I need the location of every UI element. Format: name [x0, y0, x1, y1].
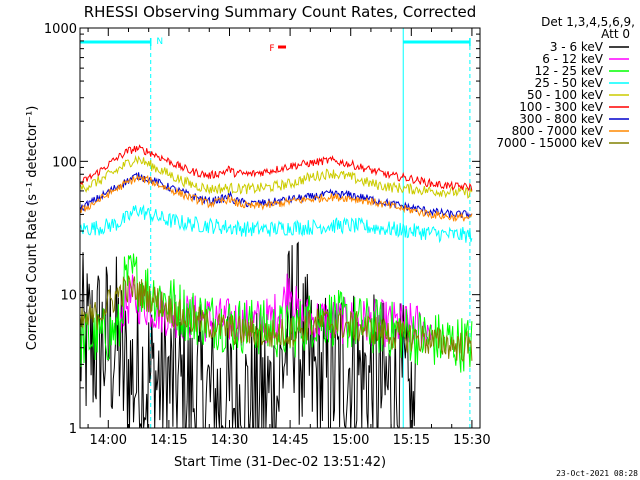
x-tick-label: 14:00: [90, 433, 127, 448]
legend-entry-label: 12 - 25 keV: [535, 64, 604, 78]
plot-frame: [79, 27, 481, 429]
series-line: [79, 173, 473, 222]
legend-entry-label: 300 - 800 keV: [519, 112, 603, 126]
chart-title: RHESSI Observing Summary Count Rates, Co…: [84, 3, 477, 21]
legend-entry-label: 50 - 100 keV: [527, 88, 604, 102]
x-tick-label: 15:00: [332, 433, 369, 448]
legend-entry-label: 100 - 300 keV: [519, 100, 603, 114]
legend-entry-label: 800 - 7000 keV: [512, 124, 604, 138]
flag-label: N: [156, 37, 163, 47]
series-line: [79, 275, 473, 362]
y-tick-label: 100: [52, 155, 77, 170]
series-line: [79, 154, 473, 199]
y-axis-label: Corrected Count Rate (s⁻¹ detector⁻¹): [25, 106, 40, 351]
flare-marker-label: F: [269, 44, 274, 54]
x-tick-label: 15:15: [393, 433, 430, 448]
x-axis: 14:00 14:15 14:30 14:45 15:00 15:15 15:30: [87, 28, 491, 448]
y-tick-label: 10: [60, 289, 77, 304]
series-line: [79, 144, 473, 192]
x-tick-label: 14:30: [211, 433, 248, 448]
legend-entry-label: 3 - 6 keV: [550, 40, 604, 54]
x-tick-label: 14:45: [271, 433, 308, 448]
y-axis: 1 10 100 1000: [44, 22, 480, 437]
legend-entry-label: 25 - 50 keV: [535, 76, 604, 90]
x-axis-label: Start Time (31-Dec-02 13:51:42): [174, 455, 386, 470]
x-tick-label: 15:30: [453, 433, 490, 448]
legend-entry-label: 7000 - 15000 keV: [496, 136, 603, 150]
legend-entry-label: 6 - 12 keV: [542, 52, 604, 66]
timestamp: 23-Oct-2021 08:28: [556, 469, 638, 478]
y-tick-label: 1: [69, 422, 77, 437]
legend-header-line-1: Det 1,3,4,5,6,9,: [541, 15, 635, 29]
x-tick-label: 14:15: [150, 433, 187, 448]
legend-header-line-2: Att 0: [601, 27, 630, 41]
series-line: [79, 204, 473, 244]
series-line: [79, 241, 416, 429]
y-tick-label: 1000: [44, 22, 77, 37]
data-series: [79, 144, 473, 429]
